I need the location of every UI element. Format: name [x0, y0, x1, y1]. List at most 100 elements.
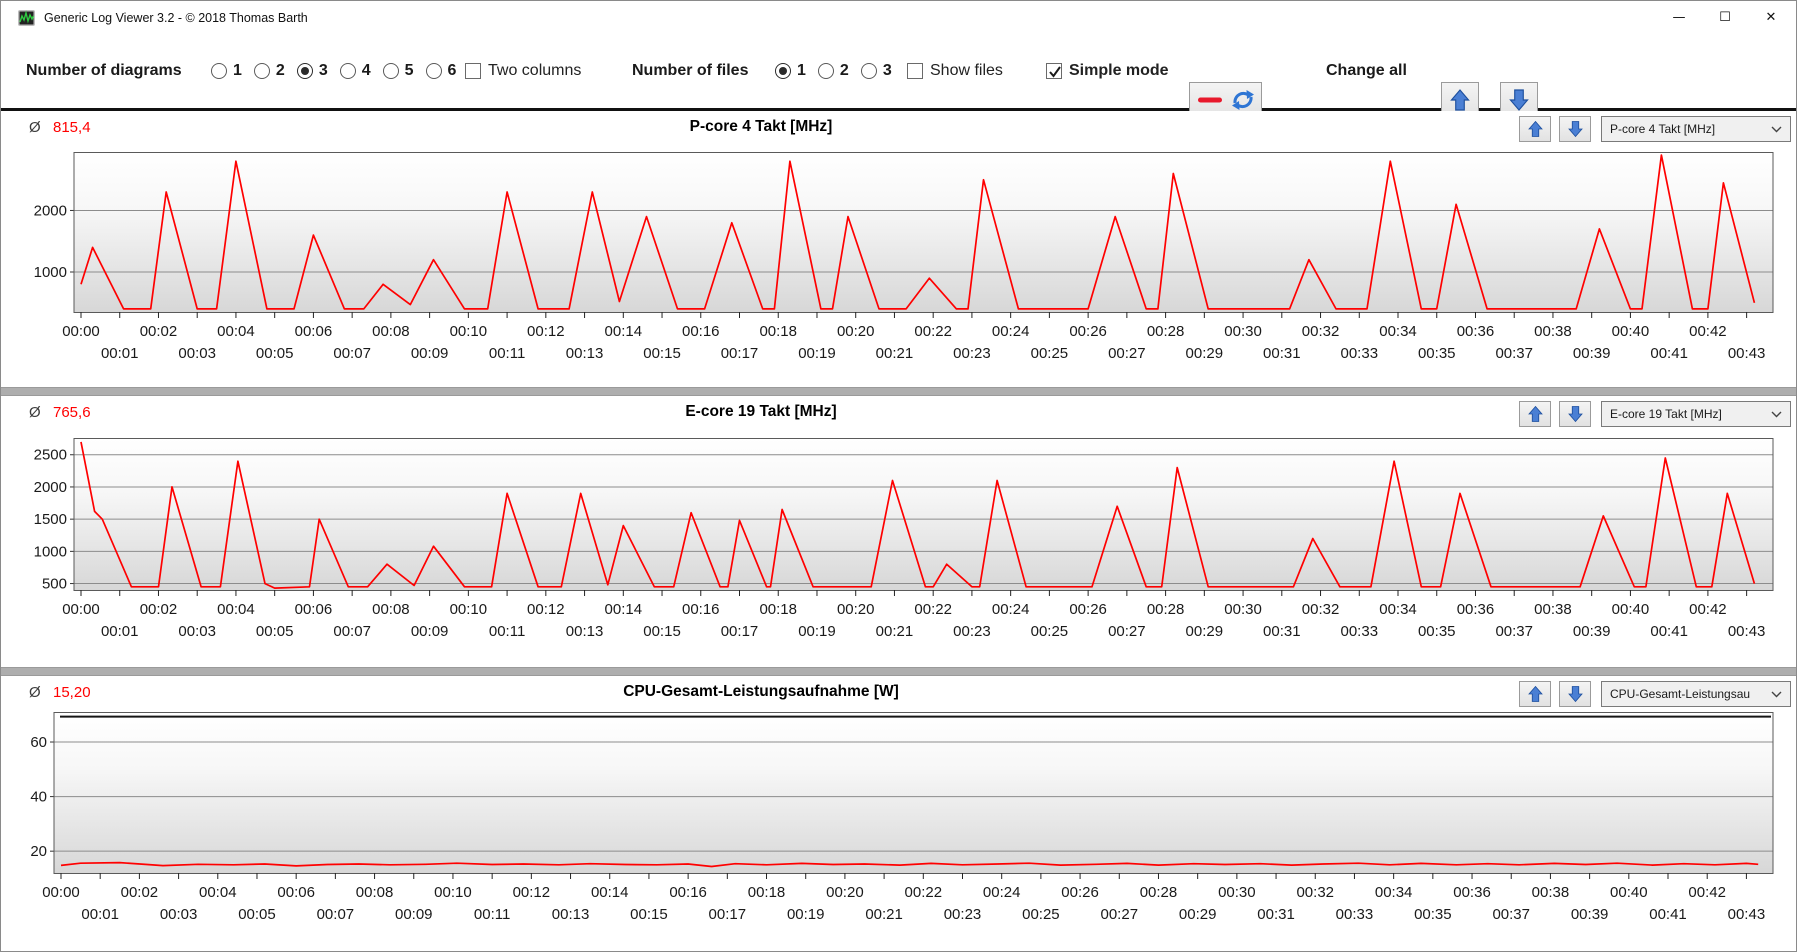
radio-icon[interactable]: [296, 63, 313, 79]
file-count-radio-1[interactable]: 1: [775, 62, 806, 80]
x-tick-label: 00:01: [81, 906, 119, 923]
x-tick-label: 00:39: [1571, 906, 1609, 923]
file-count-radio-2[interactable]: 2: [817, 62, 849, 80]
radio-icon[interactable]: [339, 63, 356, 79]
down-arrow-icon: [1509, 89, 1529, 111]
minimize-button[interactable]: —: [1656, 1, 1702, 34]
simple-mode-checkbox-item[interactable]: Simple mode: [1046, 62, 1169, 80]
x-tick-label: 00:35: [1418, 345, 1456, 362]
y-tick-label: 1000: [34, 264, 67, 281]
x-tick-label: 00:26: [1069, 323, 1107, 340]
move-chart-up-button[interactable]: [1519, 116, 1551, 142]
x-tick-label: 00:34: [1375, 884, 1413, 901]
x-tick-label: 00:28: [1147, 601, 1185, 618]
chart-header: Ø 765,6 E-core 19 Takt [MHz] E-core 19 T…: [1, 396, 1796, 438]
chart-title: CPU-Gesamt-Leistungsaufnahme [W]: [623, 683, 899, 700]
close-button[interactable]: ✕: [1748, 1, 1794, 34]
radio-icon[interactable]: [425, 63, 442, 79]
up-arrow-icon: [1527, 120, 1543, 137]
file-count-radio-3[interactable]: 3: [860, 62, 892, 80]
data-series-line: [80, 154, 1756, 310]
move-chart-down-button[interactable]: [1559, 116, 1591, 142]
x-tick-label: 00:04: [199, 884, 237, 901]
show-files-checkbox-item[interactable]: Show files: [907, 62, 1003, 80]
x-tick-label: 00:43: [1728, 623, 1766, 640]
plot-area: [54, 712, 1773, 874]
x-tick-label: 00:00: [62, 323, 100, 340]
simple-mode-checkbox[interactable]: [1046, 63, 1062, 79]
move-chart-down-button[interactable]: [1559, 681, 1591, 707]
chart-panel: Ø 815,4 P-core 4 Takt [MHz] P-core 4 Tak…: [1, 111, 1796, 387]
x-tick-label: 00:20: [837, 601, 875, 618]
metric-dropdown-value: CPU-Gesamt-Leistungsau: [1610, 687, 1751, 701]
radio-icon[interactable]: [860, 63, 877, 79]
show-files-checkbox[interactable]: [907, 63, 923, 79]
radio-label: 1: [233, 62, 242, 79]
show-files-label: Show files: [930, 62, 1003, 79]
diagram-count-radio-2[interactable]: 2: [253, 62, 285, 80]
metric-dropdown[interactable]: P-core 4 Takt [MHz]: [1601, 116, 1791, 142]
x-tick-label: 00:31: [1257, 906, 1295, 923]
x-tick-label: 00:01: [101, 345, 139, 362]
metric-dropdown-value: E-core 19 Takt [MHz]: [1610, 407, 1722, 421]
two-columns-checkbox-item[interactable]: Two columns: [465, 62, 581, 80]
diagram-count-radio-5[interactable]: 5: [382, 62, 414, 80]
metric-dropdown[interactable]: CPU-Gesamt-Leistungsau: [1601, 681, 1791, 707]
x-tick-label: 00:05: [238, 906, 276, 923]
x-tick-label: 00:29: [1186, 345, 1224, 362]
x-tick-label: 00:29: [1186, 623, 1224, 640]
radio-label: 6: [447, 62, 457, 79]
radio-icon[interactable]: [775, 63, 791, 79]
radio-icon[interactable]: [817, 63, 834, 79]
down-arrow-icon: [1567, 686, 1583, 703]
radio-label: 5: [404, 62, 414, 79]
x-tick-label: 00:22: [914, 601, 952, 618]
x-tick-label: 00:03: [178, 345, 216, 362]
chart-controls: E-core 19 Takt [MHz]: [1519, 401, 1791, 427]
x-tick-label: 00:15: [643, 623, 681, 640]
x-tick-label: 00:34: [1379, 601, 1417, 618]
up-arrow-icon: [1450, 89, 1470, 111]
move-chart-up-button[interactable]: [1519, 401, 1551, 427]
panel-splitter[interactable]: [1, 667, 1796, 676]
radio-icon[interactable]: [253, 63, 270, 79]
two-columns-checkbox[interactable]: [465, 63, 481, 79]
x-tick-label: 00:37: [1495, 623, 1533, 640]
x-tick-label: 00:39: [1573, 623, 1611, 640]
x-tick-label: 00:07: [333, 345, 371, 362]
diagram-count-radio-3[interactable]: 3: [296, 62, 328, 80]
x-tick-label: 00:32: [1296, 884, 1334, 901]
panel-splitter[interactable]: [1, 387, 1796, 396]
x-tick-label: 00:28: [1147, 323, 1185, 340]
x-tick-label: 00:02: [140, 323, 178, 340]
move-chart-up-button[interactable]: [1519, 681, 1551, 707]
radio-icon[interactable]: [382, 63, 399, 79]
radio-icon[interactable]: [211, 63, 227, 79]
x-tick-label: 00:02: [140, 601, 178, 618]
chart-panel: Ø 765,6 E-core 19 Takt [MHz] E-core 19 T…: [1, 396, 1796, 667]
x-tick-label: 00:30: [1224, 323, 1262, 340]
maximize-button[interactable]: ☐: [1702, 1, 1748, 34]
x-tick-label: 00:17: [721, 345, 759, 362]
x-tick-label: 00:12: [527, 601, 565, 618]
chevron-down-icon: [1771, 126, 1782, 132]
x-tick-label: 00:02: [121, 884, 159, 901]
chevron-down-icon: [1771, 411, 1782, 417]
diagram-count-radio-4[interactable]: 4: [339, 62, 371, 80]
chart-title: E-core 19 Takt [MHz]: [685, 403, 837, 420]
up-arrow-icon: [1527, 685, 1543, 702]
y-tick-label: 500: [42, 576, 67, 593]
diagram-count-radio-6[interactable]: 6: [425, 62, 457, 80]
x-tick-label: 00:06: [277, 884, 315, 901]
x-tick-label: 00:41: [1649, 906, 1687, 923]
x-tick-label: 00:04: [217, 601, 255, 618]
simple-mode-label: Simple mode: [1069, 62, 1169, 79]
x-tick-label: 00:31: [1263, 623, 1301, 640]
move-chart-down-button[interactable]: [1559, 401, 1591, 427]
radio-label: 2: [275, 62, 285, 79]
diagram-count-radio-1[interactable]: 1: [211, 62, 242, 80]
x-tick-label: 00:20: [826, 884, 864, 901]
x-tick-label: 00:37: [1492, 906, 1530, 923]
metric-dropdown[interactable]: E-core 19 Takt [MHz]: [1601, 401, 1791, 427]
x-tick-label: 00:10: [450, 601, 488, 618]
